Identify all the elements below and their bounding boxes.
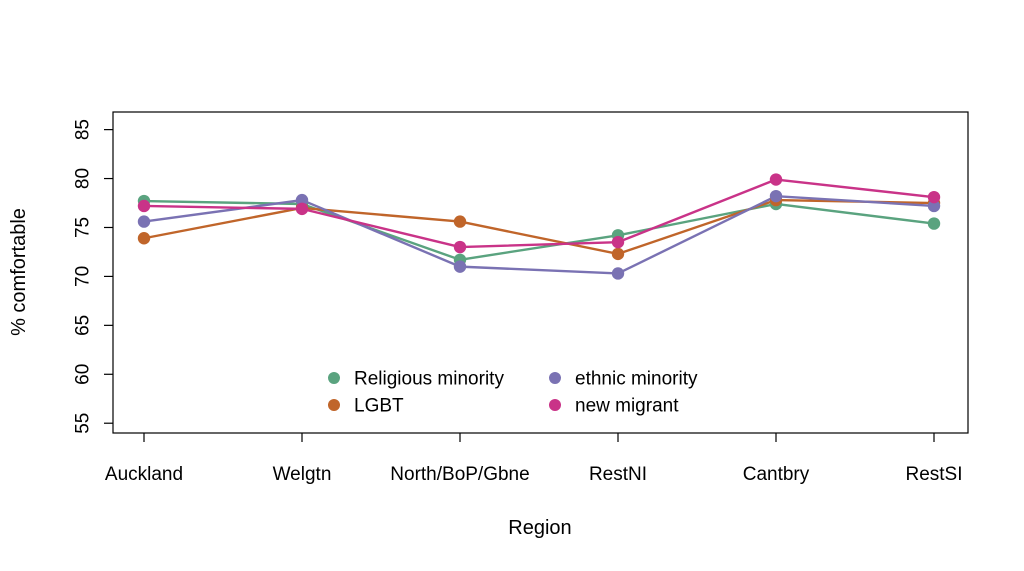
data-point: [137, 215, 151, 228]
series-line-2: [143, 194, 935, 275]
data-point: [453, 240, 467, 254]
data-point: [927, 217, 941, 230]
data-point: [611, 267, 625, 280]
y-tick-label: 70: [73, 266, 94, 287]
data-point: [769, 189, 783, 203]
legend-marker: [328, 372, 340, 384]
x-tick-label: RestNI: [589, 464, 647, 485]
legend-label: ethnic minority: [575, 369, 698, 390]
series-line-3: [143, 178, 935, 249]
data-point: [611, 247, 625, 261]
y-axis-title: % comfortable: [8, 208, 30, 336]
data-point: [453, 260, 467, 273]
data-point: [927, 190, 941, 204]
series-line-1: [143, 198, 935, 256]
data-point: [137, 199, 151, 213]
data-point: [611, 235, 625, 249]
legend-label: LGBT: [354, 396, 404, 417]
data-point: [295, 193, 309, 207]
data-point: [295, 202, 309, 216]
series-line-0: [143, 199, 935, 261]
legend-marker: [328, 399, 340, 411]
x-axis: Auckland Welgtn North/BoP/Gbne RestNI Cantbr…: [105, 433, 963, 485]
y-tick-label: 55: [73, 413, 94, 434]
plot-frame: [112, 111, 969, 434]
y-tick-label: 85: [73, 119, 94, 140]
legend-marker: [549, 399, 561, 411]
x-tick-label: Welgtn: [273, 464, 332, 485]
x-tick-label: RestSI: [905, 464, 962, 485]
x-tick-label: Auckland: [105, 464, 183, 485]
legend-label: new migrant: [575, 396, 679, 417]
y-tick-label: 65: [73, 315, 94, 336]
data-point: [927, 199, 941, 213]
series-lines: [143, 178, 935, 275]
y-tick-label: 75: [73, 217, 94, 238]
x-tick-label: Cantbry: [743, 464, 810, 485]
data-point: [453, 215, 467, 228]
x-axis-title: Region: [508, 517, 571, 539]
y-tick-label: 60: [73, 364, 94, 385]
data-point: [137, 232, 151, 245]
legend-marker: [549, 372, 561, 384]
series-points: [137, 173, 941, 280]
data-point: [769, 173, 783, 186]
x-tick-label: North/BoP/Gbne: [390, 464, 529, 485]
legend: Religious minority LGBT ethnic minority new…: [328, 369, 698, 417]
y-axis: 55 60 65 70 75 80 85: [73, 119, 113, 434]
legend-label: Religious minority: [354, 369, 504, 390]
y-tick-label: 80: [73, 168, 94, 189]
